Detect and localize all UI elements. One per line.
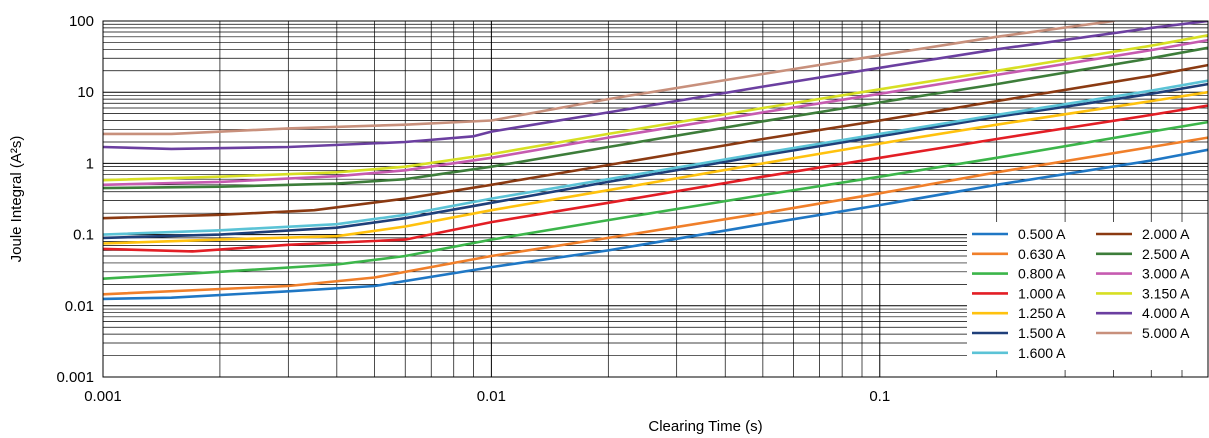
series-line (103, 21, 1208, 151)
series-line (103, 79, 1208, 236)
legend-label: 2.000 A (1142, 226, 1190, 242)
legend-label: 1.500 A (1018, 325, 1066, 341)
series-line (103, 90, 1208, 245)
series-line (103, 63, 1208, 220)
series-line (103, 104, 1208, 253)
legend-label: 0.500 A (1018, 226, 1066, 242)
legend: 0.500 A 0.630 A 0.800 A 1.000 A 1.250 A 1.500… (967, 222, 1208, 370)
legend-label: 4.000 A (1142, 305, 1190, 321)
series-line (103, 21, 1115, 136)
series-line (103, 33, 1208, 182)
legend-label: 2.500 A (1142, 246, 1190, 262)
x-tick-label: 0.1 (869, 388, 890, 405)
legend-label: 5.000 A (1142, 325, 1190, 341)
series-line (103, 38, 1208, 187)
y-tick-label: 0.001 (56, 369, 94, 386)
legend-label: 0.630 A (1018, 246, 1066, 262)
y-tick-label: 0.01 (65, 298, 94, 315)
legend-label: 1.250 A (1018, 305, 1066, 321)
series-line (103, 82, 1208, 240)
y-tick-label: 0.1 (73, 227, 94, 244)
legend-label: 1.600 A (1018, 345, 1066, 361)
x-tick-label: 0.001 (84, 388, 122, 405)
series-line (103, 46, 1208, 190)
y-tick-label: 1 (86, 155, 94, 172)
legend-label: 3.150 A (1142, 285, 1190, 301)
y-axis-label: Joule Integral (A²s) (8, 136, 25, 263)
series-line (103, 120, 1208, 281)
x-axis-label: Clearing Time (s) (648, 418, 762, 435)
legend-label: 0.800 A (1018, 266, 1066, 282)
legend-label: 1.000 A (1018, 285, 1066, 301)
series-lines (103, 21, 1208, 301)
series-line (103, 136, 1208, 296)
x-tick-label: 0.01 (477, 388, 506, 405)
plot-frame (102, 20, 1209, 378)
legend-label: 3.000 A (1142, 266, 1190, 282)
y-tick-label: 10 (77, 84, 94, 101)
y-tick-label: 100 (69, 13, 94, 30)
legend-background (967, 222, 1208, 370)
series-line (103, 148, 1208, 301)
tick-labels: 0.001 0.01 0.1 100 10 1 0.1 0.01 0.001 (56, 13, 890, 405)
